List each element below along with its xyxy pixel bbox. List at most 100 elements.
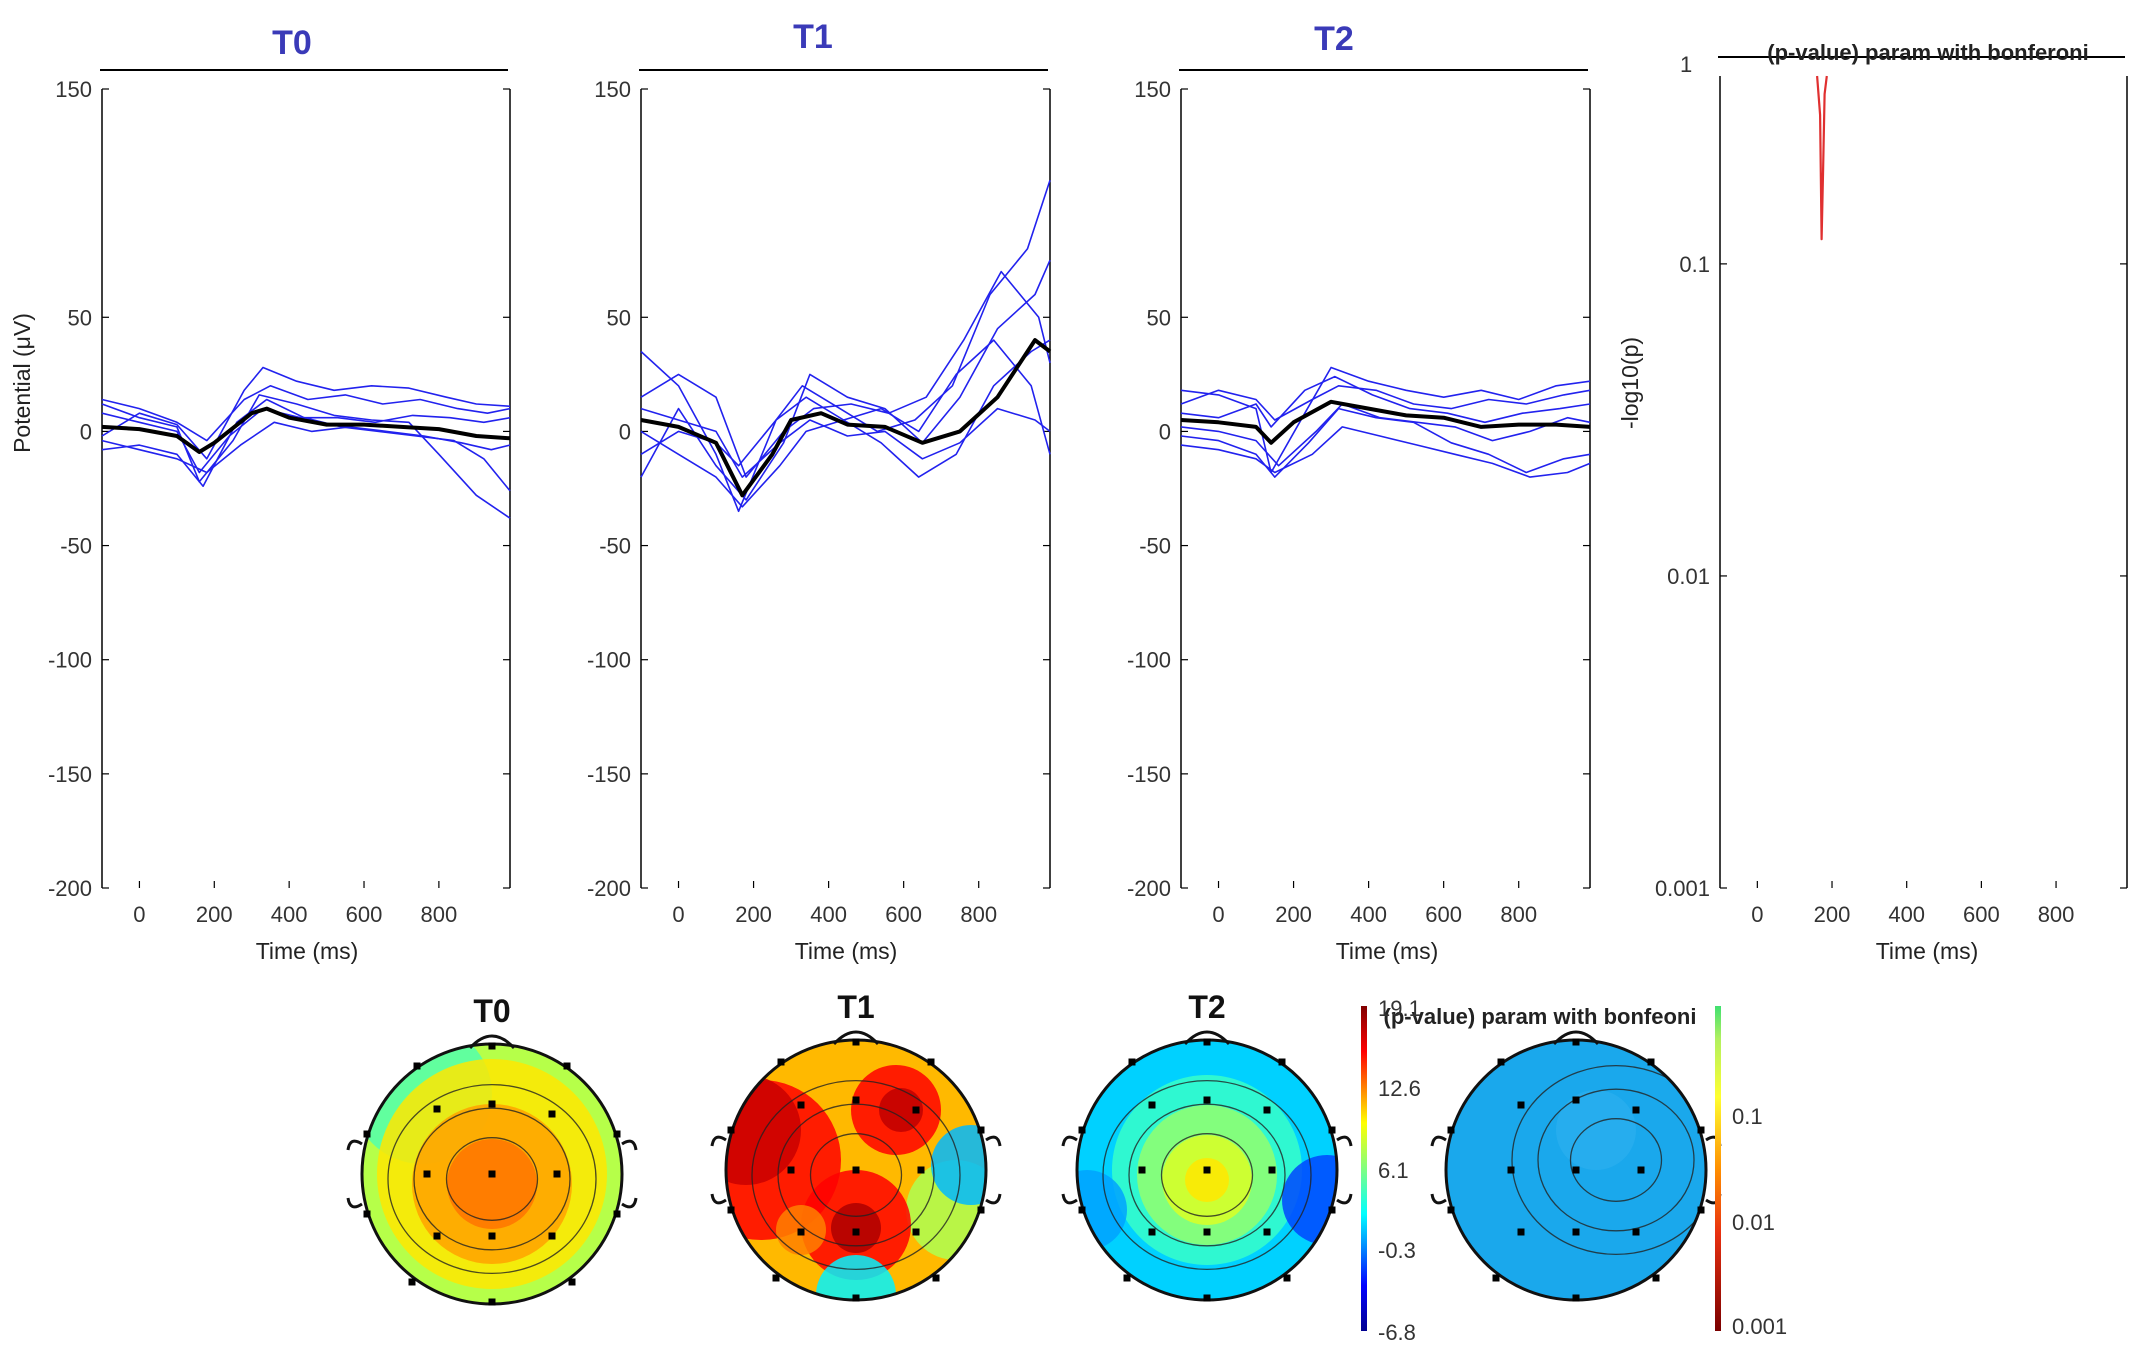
xtick-label: 200 [1814,902,1851,927]
electrode [1572,1038,1580,1046]
electrode [1203,1228,1211,1236]
topomap-contour [751,1079,961,1271]
electrode [852,1228,860,1236]
topomap-0 [346,1034,638,1306]
electrode [1572,1096,1580,1104]
electrode [852,1294,860,1302]
electrode [1572,1294,1580,1302]
electrode [727,1126,735,1134]
topomap-contour [1128,1103,1286,1247]
xlabel-t2: Time (ms) [1336,938,1439,964]
series-T2-ch4 [1180,403,1591,467]
series-T0-ch5 [101,384,511,442]
colorbar-p-tick-2: 0.001 [1732,1314,1787,1339]
electrode [1128,1058,1136,1066]
topomap-contour [1102,1079,1312,1271]
panel-pvalue: 0.1 0.01 0.001 0 200 400 600 800 [1655,56,2128,927]
electrode [772,1274,780,1282]
xtick-label: 600 [346,902,383,927]
series-T0-ch2 [101,366,511,460]
xlabel-t1: Time (ms) [795,938,898,964]
ytick-label: -150 [587,762,631,787]
electrode [1447,1206,1455,1214]
ytick-label: -150 [48,762,92,787]
series-T0-ch3 [101,398,511,492]
ytick-label: -200 [1127,876,1171,901]
xtick-label: 0 [1212,902,1224,927]
topomap-blob [1282,1155,1337,1245]
series-T2-ch5 [1180,375,1591,428]
ytick-label: -200 [587,876,631,901]
electrode [917,1166,925,1174]
topomap-blob [447,1139,537,1229]
electrode [912,1228,920,1236]
electrode [1517,1101,1525,1109]
topo-title-pvalue: (p-value) param with bonfeoni [1384,1004,1697,1029]
electrode [488,1232,496,1240]
xtick-label: 0 [133,902,145,927]
electrode [1492,1274,1500,1282]
mean-line-T0 [101,406,511,454]
topomap-surface [362,1044,622,1304]
left-ear [1061,1135,1078,1205]
electrode [1148,1101,1156,1109]
series-T1-ch1 [640,180,1051,513]
topomap-blob [1556,1090,1636,1170]
series-T2-ch6 [1180,426,1591,478]
topomap-2 [1061,1030,1353,1302]
electrode [727,1206,735,1214]
series-T1-ch4 [640,270,1051,478]
ytick-label: -150 [1127,762,1171,787]
topomap-blob [931,1125,986,1205]
left-ear [346,1139,363,1209]
electrode [852,1166,860,1174]
electrode [912,1106,920,1114]
topomap-contour [777,1103,935,1247]
electrode [1697,1126,1705,1134]
xtick-label: 200 [735,902,772,927]
ytick-label: -100 [587,648,631,673]
ytick-label: -50 [60,534,92,559]
topomap-blob [726,1075,801,1185]
topomap-contour [1160,1133,1254,1217]
electrode [797,1228,805,1236]
panel-title-t1: T1 [793,18,833,56]
electrode [1507,1166,1515,1174]
colorbar-t-tick-0: 19.1 [1378,996,1421,1021]
ytick-label: 50 [607,305,631,330]
electrode [927,1058,935,1066]
nose [1552,1030,1600,1046]
electrode [613,1130,621,1138]
electrode [1203,1294,1211,1302]
series-T1-ch2 [640,259,1051,501]
electrode [977,1126,985,1134]
series-pvalue-p [1816,75,1828,241]
ytick-label: 0.01 [1667,564,1710,589]
topomap-contour [1569,1118,1663,1202]
topomap-contour [445,1137,539,1221]
electrode [563,1062,571,1070]
panel-T2: 150 50 0 -50 -100 -150 -200 0 200 400 600 800 [1127,69,1591,927]
electrode [1078,1206,1086,1214]
pvalue-top-tick: 1 [1680,52,1692,77]
panel-title-t0: T0 [272,24,312,62]
colorbar-t-tick-3: -0.3 [1378,1238,1416,1263]
ytick-label: 0.001 [1655,876,1710,901]
xtick-label: 400 [1888,902,1925,927]
electrode [1148,1228,1156,1236]
electrode [787,1166,795,1174]
right-ear [621,1139,638,1209]
electrode [613,1210,621,1218]
xtick-label: 800 [421,902,458,927]
ytick-label: -100 [1127,648,1171,673]
electrode [363,1210,371,1218]
ytick-label: -100 [48,648,92,673]
series-T0-ch1 [101,394,511,519]
series-T0-ch6 [101,421,511,474]
electrode [433,1105,441,1113]
topo-title-t0: T0 [473,993,510,1029]
xtick-label: 400 [271,902,308,927]
ytick-label: 0 [80,419,92,444]
topomap-surface [1077,1040,1337,1300]
electrode [1123,1274,1131,1282]
